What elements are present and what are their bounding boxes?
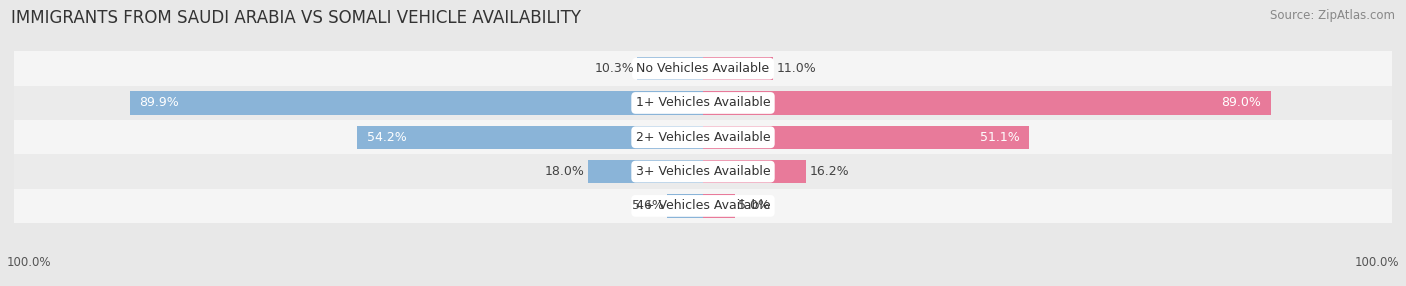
Text: 10.3%: 10.3%	[595, 62, 634, 75]
Bar	[14, 120, 1392, 154]
Bar	[703, 57, 773, 80]
Bar	[637, 57, 703, 80]
Text: 4+ Vehicles Available: 4+ Vehicles Available	[636, 199, 770, 212]
Bar	[129, 91, 703, 115]
Text: 16.2%: 16.2%	[810, 165, 849, 178]
Bar	[588, 160, 703, 183]
Bar	[703, 160, 807, 183]
Text: 2+ Vehicles Available: 2+ Vehicles Available	[636, 131, 770, 144]
Bar	[14, 86, 1392, 120]
Text: 5.0%: 5.0%	[738, 199, 770, 212]
Text: 89.9%: 89.9%	[139, 96, 179, 110]
Text: 100.0%: 100.0%	[1354, 256, 1399, 269]
Bar	[357, 126, 703, 149]
Bar	[14, 189, 1392, 223]
Text: 3+ Vehicles Available: 3+ Vehicles Available	[636, 165, 770, 178]
Bar	[703, 91, 1271, 115]
Text: 89.0%: 89.0%	[1222, 96, 1261, 110]
Text: Source: ZipAtlas.com: Source: ZipAtlas.com	[1270, 9, 1395, 21]
Text: No Vehicles Available: No Vehicles Available	[637, 62, 769, 75]
Bar	[14, 154, 1392, 189]
Text: 11.0%: 11.0%	[776, 62, 815, 75]
Text: IMMIGRANTS FROM SAUDI ARABIA VS SOMALI VEHICLE AVAILABILITY: IMMIGRANTS FROM SAUDI ARABIA VS SOMALI V…	[11, 9, 581, 27]
Bar	[14, 51, 1392, 86]
Bar	[668, 194, 703, 218]
Bar	[703, 194, 735, 218]
Text: 51.1%: 51.1%	[980, 131, 1019, 144]
Text: 1+ Vehicles Available: 1+ Vehicles Available	[636, 96, 770, 110]
Bar	[703, 126, 1029, 149]
Text: 100.0%: 100.0%	[7, 256, 52, 269]
Text: 5.6%: 5.6%	[633, 199, 664, 212]
Text: 18.0%: 18.0%	[546, 165, 585, 178]
Text: 54.2%: 54.2%	[367, 131, 406, 144]
